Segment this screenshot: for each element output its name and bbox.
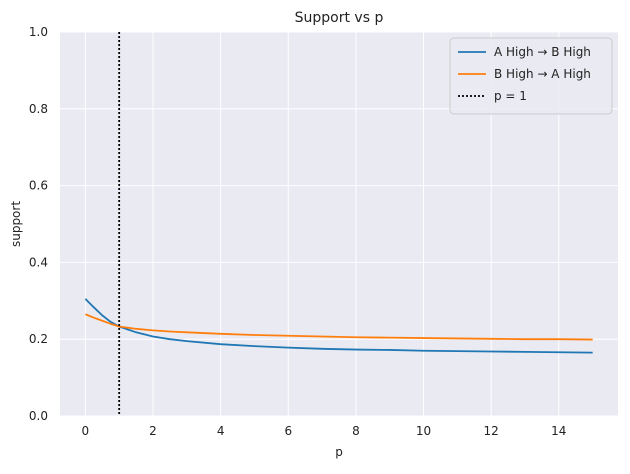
x-axis-label: p — [335, 445, 343, 459]
legend-label: p = 1 — [494, 89, 527, 103]
y-tick-label: 0.0 — [29, 409, 48, 423]
x-tick-label: 2 — [149, 424, 157, 438]
series-line-1 — [85, 313, 593, 341]
y-tick-label: 1.0 — [29, 25, 48, 39]
chart-title: Support vs p — [295, 10, 384, 26]
legend-label: B High → A High — [494, 67, 591, 81]
x-tick-label: 0 — [82, 424, 90, 438]
x-tick-label: 14 — [551, 424, 566, 438]
legend-label: A High → B High — [494, 45, 591, 59]
x-tick-label: 6 — [284, 424, 292, 438]
y-tick-label: 0.4 — [29, 255, 48, 269]
y-tick-label: 0.6 — [29, 179, 48, 193]
legend: A High → B High B High → A High p = 1 — [449, 37, 613, 115]
x-tick-label: 4 — [217, 424, 225, 438]
x-tick-label: 8 — [352, 424, 360, 438]
legend-box — [449, 37, 613, 115]
y-tick-label: 0.8 — [29, 102, 48, 116]
tick-labels: 0 2 4 6 8 10 12 14 0.0 0.2 0.4 0.6 0.8 1.0 — [29, 25, 567, 438]
series-line-0 — [84, 298, 593, 354]
y-tick-label: 0.2 — [29, 332, 48, 346]
x-tick-label: 12 — [484, 424, 499, 438]
series-lines — [84, 298, 593, 354]
y-axis-label: support — [9, 201, 23, 247]
x-tick-label: 10 — [416, 424, 431, 438]
